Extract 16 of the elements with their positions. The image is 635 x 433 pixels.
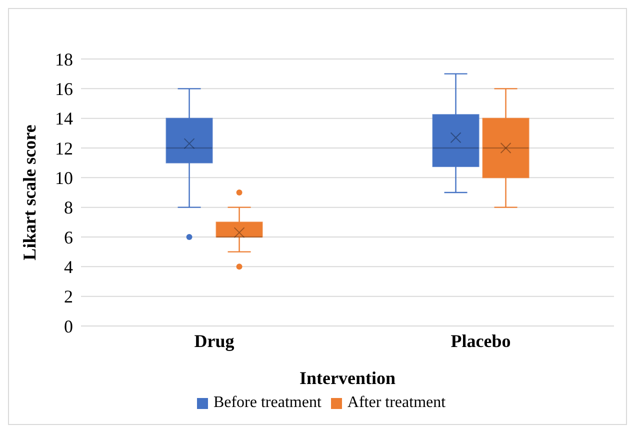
y-tick-label: 12 [55,138,73,158]
y-tick-label: 10 [55,168,73,188]
legend-label: After treatment [347,394,446,412]
y-tick-label: 14 [55,108,73,129]
y-tick-label: 16 [55,79,73,100]
y-tick-label: 6 [64,227,73,248]
y-tick-label: 8 [64,198,73,218]
y-axis-title: Likart scale score [19,124,40,260]
y-tick-label: 0 [64,316,73,336]
x-tick-label: Placebo [450,330,511,351]
legend-label: Before treatment [213,394,322,412]
y-tick-label: 4 [64,257,73,278]
y-tick-label: 18 [55,49,73,70]
x-axis-title: Intervention [300,368,396,388]
y-tick-label: 2 [64,286,73,307]
x-tick-label: Drug [194,330,234,351]
